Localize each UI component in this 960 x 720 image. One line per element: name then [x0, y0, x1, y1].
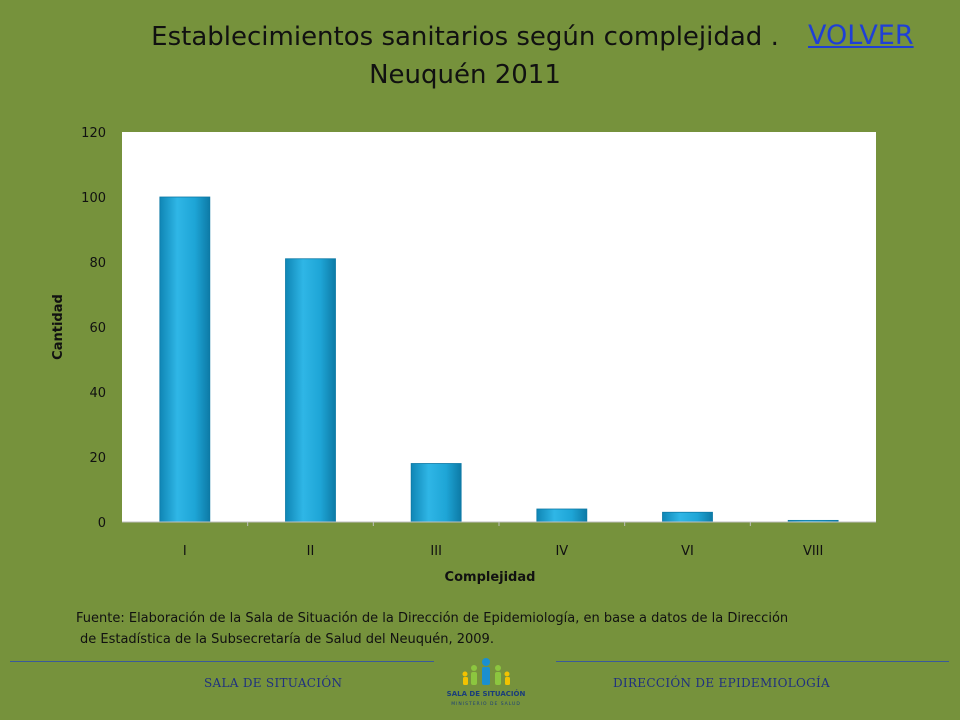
footer-divider-left [10, 661, 434, 662]
x-tick-label: VI [681, 544, 694, 559]
bar-I [159, 196, 211, 523]
title-line-1: Establecimientos sanitarios según comple… [151, 22, 779, 52]
bar-II [285, 258, 336, 523]
y-tick-label: 20 [89, 451, 106, 466]
bar-IV [536, 508, 588, 523]
x-tick-label: IV [555, 544, 568, 559]
x-axis-label: Complejidad [445, 570, 536, 585]
footer-divider-right [556, 661, 949, 662]
x-tick-label: VIII [803, 544, 823, 559]
y-tick-label: 80 [89, 256, 106, 271]
logo-subtitle: MINISTERIO DE SALUD [451, 701, 521, 707]
x-axis-ticks: I II III IV VI VIII [183, 522, 823, 559]
sala-de-situacion-logo-icon: SALA DE SITUACIÓN MINISTERIO DE SALUD [447, 658, 526, 707]
title-line-2: Neuquén 2011 [369, 60, 561, 90]
footer-left-text: SALA DE SITUACIÓN [204, 676, 343, 690]
page-title: Establecimientos sanitarios según comple… [150, 18, 780, 94]
y-tick-label: 120 [81, 126, 106, 141]
volver-link[interactable]: VOLVER [808, 20, 914, 51]
y-tick-label: 0 [98, 516, 106, 531]
y-axis-ticks: 0 20 40 60 80 100 120 [81, 126, 106, 531]
x-tick-label: III [430, 544, 442, 559]
source-note: Fuente: Elaboración de la Sala de Situac… [76, 608, 896, 650]
y-tick-label: 40 [89, 386, 106, 401]
y-tick-label: 100 [81, 191, 106, 206]
source-line-2: de Estadística de la Subsecretaría de Sa… [80, 632, 494, 647]
plot-area [122, 132, 876, 522]
bar-VI [662, 511, 713, 523]
y-axis-label: Cantidad [51, 294, 66, 360]
x-tick-label: II [307, 544, 315, 559]
footer-right-text: DIRECCIÓN DE EPIDEMIOLOGÍA [613, 676, 831, 690]
logo-title: SALA DE SITUACIÓN [447, 689, 526, 698]
bars [159, 196, 839, 523]
y-tick-label: 60 [89, 321, 106, 336]
source-line-1: Fuente: Elaboración de la Sala de Situac… [76, 611, 789, 626]
x-tick-label: I [183, 544, 187, 559]
bar-III [410, 463, 462, 523]
